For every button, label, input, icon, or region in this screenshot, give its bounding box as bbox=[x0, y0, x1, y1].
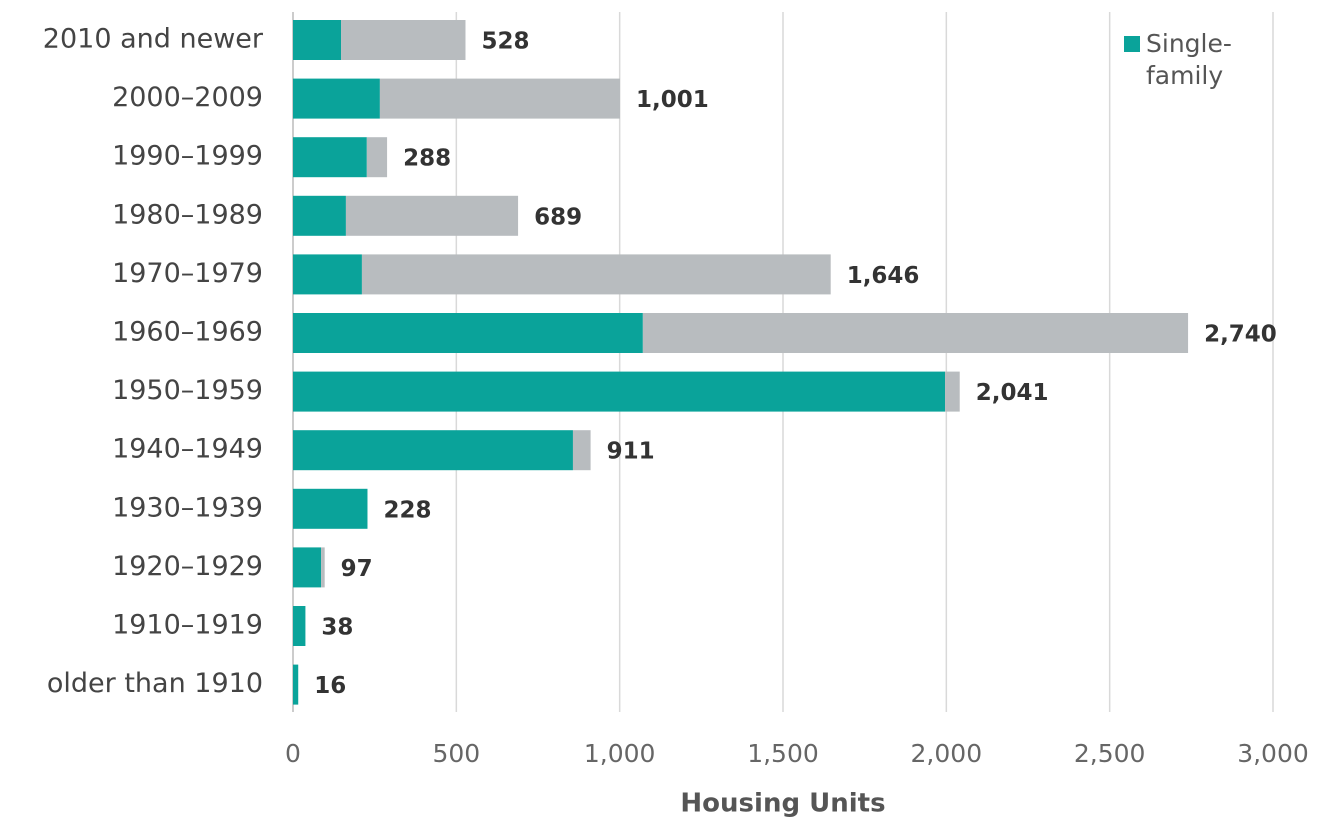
value-label: 528 bbox=[481, 29, 529, 55]
value-label: 288 bbox=[403, 146, 451, 172]
bar-segment bbox=[379, 78, 620, 119]
bar-segment bbox=[361, 254, 831, 295]
value-label: 228 bbox=[383, 497, 431, 523]
bar-segment bbox=[293, 313, 643, 353]
value-label: 689 bbox=[534, 204, 582, 230]
x-tick-label: 0 bbox=[285, 739, 301, 768]
x-tick-label: 500 bbox=[432, 739, 480, 768]
value-label: 16 bbox=[314, 673, 346, 699]
bar-segment bbox=[345, 195, 519, 236]
bar-segment bbox=[572, 430, 591, 471]
value-label: 2,740 bbox=[1204, 322, 1277, 348]
legend-swatch bbox=[1124, 36, 1140, 52]
y-tick-label: 1930–1939 bbox=[112, 492, 263, 523]
x-axis-title: Housing Units bbox=[680, 789, 885, 819]
bar-segment bbox=[293, 195, 346, 236]
bar-segment bbox=[945, 371, 960, 412]
y-tick-label: 2000–2009 bbox=[112, 82, 263, 113]
legend: Single-family bbox=[1124, 28, 1244, 92]
value-label: 1,646 bbox=[847, 263, 920, 289]
bar-segment bbox=[293, 547, 322, 588]
bar-segment bbox=[642, 313, 1189, 353]
bar-segment bbox=[293, 254, 362, 295]
bar-segment bbox=[293, 430, 573, 471]
legend-label: Single-family bbox=[1146, 29, 1232, 90]
x-tick-label: 2,000 bbox=[911, 739, 983, 768]
bar-segment bbox=[293, 78, 380, 119]
bar-segment bbox=[293, 137, 367, 178]
y-tick-label: 1970–1979 bbox=[112, 258, 263, 289]
value-label: 38 bbox=[321, 615, 353, 641]
x-tick-label: 3,000 bbox=[1237, 739, 1309, 768]
x-tick-label: 2,500 bbox=[1074, 739, 1146, 768]
bar-segment bbox=[293, 371, 946, 412]
y-tick-label: 1920–1929 bbox=[112, 551, 263, 582]
bar-segment bbox=[366, 137, 388, 178]
value-label: 2,041 bbox=[976, 380, 1049, 406]
y-tick-label: 1950–1959 bbox=[112, 375, 263, 406]
y-tick-label: older than 1910 bbox=[47, 668, 263, 699]
y-tick-label: 1990–1999 bbox=[112, 141, 263, 172]
x-tick-label: 1,500 bbox=[747, 739, 819, 768]
y-tick-label: 2010 and newer bbox=[43, 24, 264, 55]
bar-segment bbox=[341, 20, 466, 60]
bar-segment bbox=[293, 664, 299, 705]
y-tick-label: 1960–1969 bbox=[112, 317, 263, 348]
bar-segment bbox=[293, 606, 306, 646]
bar-segment bbox=[293, 488, 368, 529]
value-label: 911 bbox=[607, 439, 655, 465]
y-tick-label: 1980–1989 bbox=[112, 199, 263, 230]
y-tick-label: 1910–1919 bbox=[112, 610, 263, 641]
x-tick-label: 1,000 bbox=[584, 739, 656, 768]
value-label: 1,001 bbox=[636, 87, 709, 113]
y-tick-label: 1940–1949 bbox=[112, 434, 263, 465]
bar-segment bbox=[293, 20, 342, 60]
bar-segment bbox=[321, 547, 325, 588]
value-label: 97 bbox=[341, 556, 373, 582]
